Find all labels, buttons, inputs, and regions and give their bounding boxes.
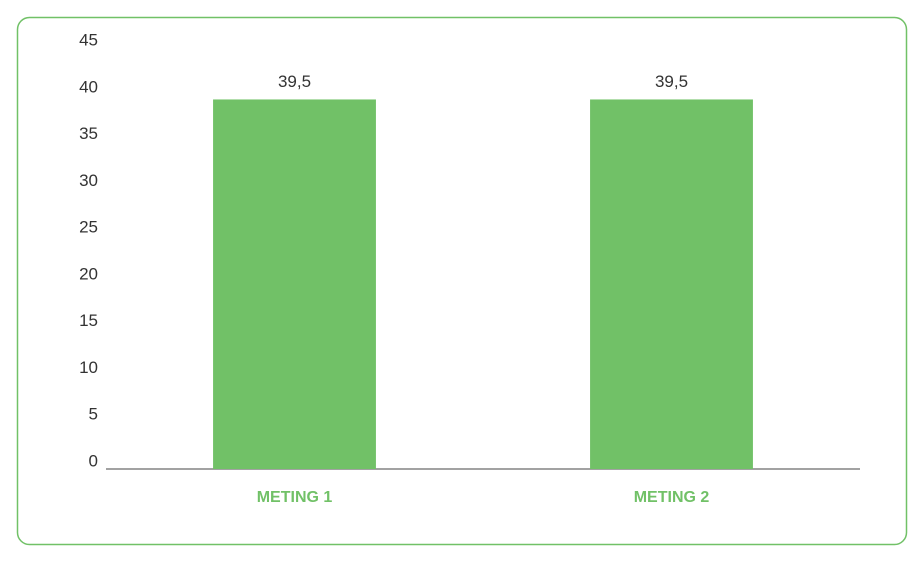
y-tick-label: 20 <box>79 264 98 283</box>
x-tick-label: METING 2 <box>634 489 710 506</box>
chart-frame <box>16 16 908 546</box>
y-tick-label: 15 <box>79 311 98 330</box>
bar <box>213 99 376 469</box>
value-label: 39,5 <box>655 72 688 91</box>
bar <box>590 99 753 469</box>
y-tick-label: 40 <box>79 77 98 96</box>
y-tick-label: 35 <box>79 124 98 143</box>
y-tick-label: 25 <box>79 218 98 237</box>
y-tick-label: 45 <box>79 30 98 49</box>
x-tick-label: METING 1 <box>257 489 333 506</box>
y-tick-label: 30 <box>79 171 98 190</box>
y-tick-label: 0 <box>89 451 98 470</box>
value-label: 39,5 <box>278 72 311 91</box>
y-tick-label: 10 <box>79 358 98 377</box>
y-tick-label: 5 <box>89 405 98 424</box>
